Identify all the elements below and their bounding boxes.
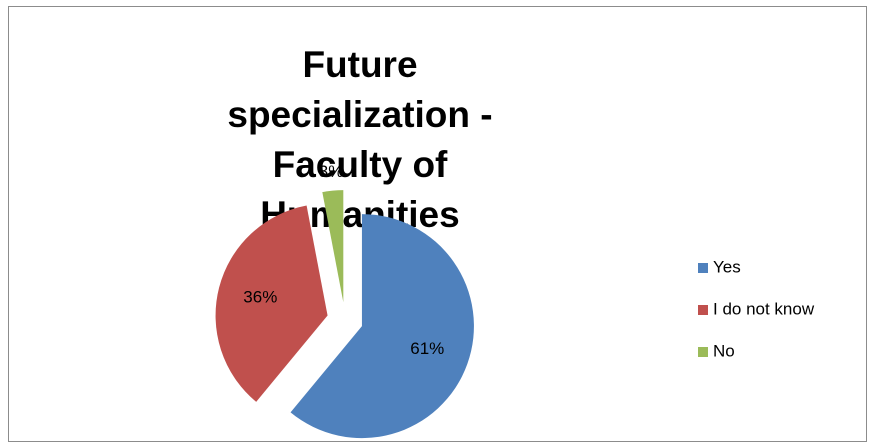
legend-label: I do not know — [713, 299, 815, 318]
chart-frame — [8, 6, 867, 442]
data-label: 36% — [243, 288, 277, 307]
pie-slice — [322, 190, 344, 303]
legend-swatch — [698, 263, 708, 273]
pie-slice — [215, 205, 328, 402]
legend-label: No — [713, 341, 735, 360]
legend-swatch — [698, 347, 708, 357]
legend-label: Yes — [713, 257, 741, 276]
data-label: 3% — [319, 162, 344, 181]
data-label: 61% — [410, 339, 444, 358]
pie-slice — [290, 214, 474, 439]
legend-swatch — [698, 305, 708, 315]
